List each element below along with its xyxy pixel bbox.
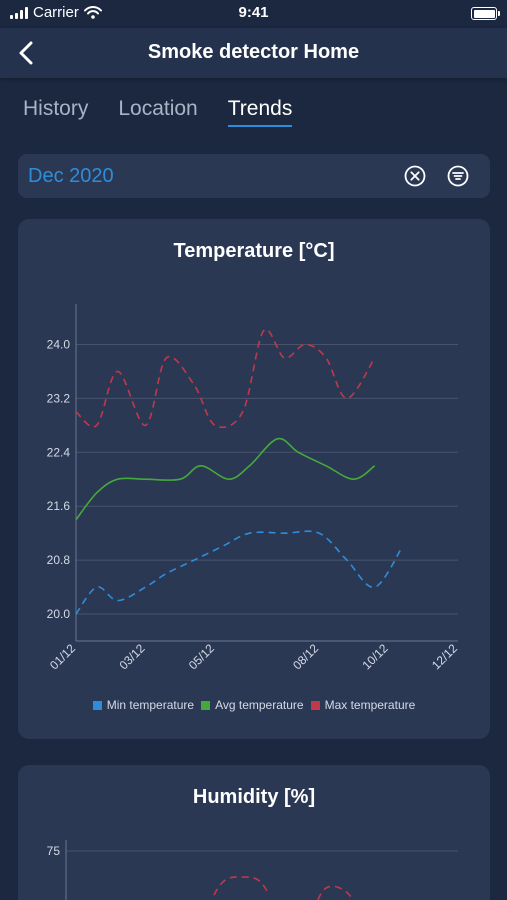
- wifi-icon: [83, 6, 102, 19]
- x-tick-label: 10/12: [360, 641, 391, 672]
- humidity-chart-title: Humidity [%]: [192, 786, 316, 808]
- temperature-chart: 20.0 20.8 21.6 22.4 23.2 24.0 01/12 03/12 05/12 0…: [47, 304, 460, 672]
- close-circle-icon: [404, 165, 426, 187]
- x-tick-label: 05/12: [186, 641, 217, 672]
- series-line-max-humidity: [213, 876, 269, 896]
- y-tick-label: 22.4: [47, 445, 71, 459]
- status-time: 9:41: [238, 4, 269, 21]
- series-line-avg-temperature: [75, 437, 376, 521]
- series-line-max-humidity-2: [317, 885, 354, 900]
- temperature-card: Temperature [°C] 20.0 20.8 21.6 22.4 23.2 24.…: [18, 219, 490, 739]
- legend-avg-temperature[interactable]: Avg temperature: [201, 698, 304, 712]
- page-title: Smoke detector Home: [147, 41, 360, 63]
- status-bar: Carrier 9:41: [0, 0, 507, 28]
- series-line-max-temperature: [75, 328, 376, 429]
- tab-bar: History Location Trends: [23, 97, 292, 127]
- x-tick-label: 08/12: [290, 641, 321, 672]
- x-tick-label: 03/12: [116, 641, 147, 672]
- clear-button[interactable]: [403, 164, 427, 188]
- x-tick-label: 12/12: [429, 641, 460, 672]
- y-tick-label: 23.2: [47, 391, 71, 405]
- carrier-label: Carrier: [33, 4, 79, 21]
- y-tick-label: 21.6: [47, 499, 71, 513]
- legend-avg-swatch: [201, 700, 211, 710]
- chevron-left-icon: [19, 41, 33, 65]
- status-left: Carrier: [10, 4, 102, 21]
- legend-max-label: Max temperature: [324, 698, 416, 712]
- date-filter-value[interactable]: Dec 2020: [28, 165, 114, 187]
- series-line-min-temperature: [75, 530, 404, 615]
- nav-bar: Smoke detector Home: [0, 28, 507, 78]
- y-tick-label: 20.0: [47, 607, 71, 621]
- temperature-legend: Min temperature Avg temperature Max temp…: [18, 698, 490, 712]
- date-filter-bar: Dec 2020: [18, 154, 490, 198]
- tab-location[interactable]: Location: [118, 97, 198, 120]
- legend-max-temperature[interactable]: Max temperature: [310, 698, 416, 712]
- humidity-card: Humidity [%] 75: [18, 765, 490, 900]
- y-tick-label: 75: [47, 844, 61, 858]
- humidity-chart: 75: [47, 840, 458, 900]
- legend-avg-label: Avg temperature: [215, 698, 304, 712]
- legend-min-temperature[interactable]: Min temperature: [92, 698, 195, 712]
- back-button[interactable]: [10, 37, 42, 69]
- tab-trends[interactable]: Trends: [227, 97, 292, 127]
- legend-min-label: Min temperature: [106, 698, 195, 712]
- tab-history[interactable]: History: [23, 97, 89, 120]
- legend-max-swatch: [310, 700, 320, 710]
- signal-icon: [10, 6, 28, 19]
- y-tick-label: 24.0: [47, 337, 71, 351]
- x-tick-label: 01/12: [47, 641, 78, 672]
- temperature-chart-title: Temperature [°C]: [173, 240, 335, 262]
- filter-icon: [447, 165, 469, 187]
- legend-min-swatch: [92, 700, 102, 710]
- filter-button[interactable]: [446, 164, 470, 188]
- battery-icon: [471, 7, 500, 20]
- y-tick-label: 20.8: [47, 553, 71, 567]
